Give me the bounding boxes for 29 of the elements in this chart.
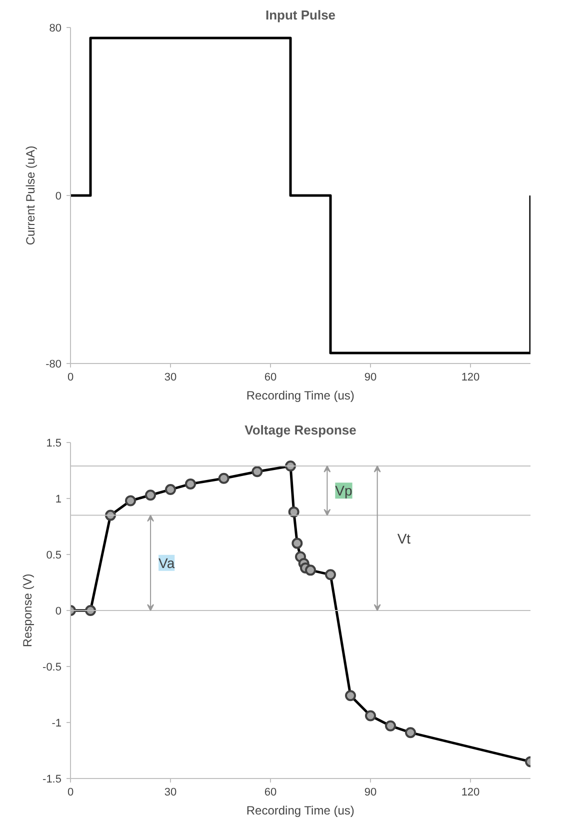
y-tick-label: 80 bbox=[49, 22, 62, 34]
x-tick-label: 60 bbox=[264, 372, 277, 384]
chart-title: Input Pulse bbox=[265, 8, 336, 22]
y-tick-label: 1 bbox=[55, 494, 62, 506]
x-axis-title: Recording Time (us) bbox=[246, 388, 354, 402]
y-tick-label: 1.5 bbox=[46, 438, 62, 450]
x-tick-label: 90 bbox=[364, 786, 377, 798]
y-axis-title: Current Pulse (uA) bbox=[24, 146, 38, 246]
y-axis-title: Response (V) bbox=[20, 574, 35, 648]
y-tick-label: 0 bbox=[55, 190, 62, 202]
x-tick-label: 30 bbox=[164, 372, 177, 384]
x-axis-title: Recording Time (us) bbox=[246, 804, 354, 818]
x-tick-label: 120 bbox=[461, 372, 480, 384]
chart-title: Voltage Response bbox=[244, 422, 356, 438]
x-tick-label: 120 bbox=[461, 786, 480, 798]
y-tick-label: 0 bbox=[55, 606, 62, 618]
y-tick-label: 0.5 bbox=[46, 550, 62, 562]
x-tick-label: 0 bbox=[67, 786, 74, 798]
y-tick-label: -80 bbox=[46, 358, 62, 370]
y-tick-label: -1 bbox=[52, 718, 62, 730]
annotation: Va bbox=[158, 554, 175, 571]
x-tick-label: 0 bbox=[67, 372, 74, 384]
y-tick-label: -1.5 bbox=[42, 774, 62, 786]
x-tick-label: 60 bbox=[264, 786, 277, 798]
x-tick-label: 30 bbox=[164, 786, 177, 798]
x-tick-label: 90 bbox=[364, 372, 377, 384]
annotation: Vp bbox=[335, 482, 353, 499]
y-tick-label: -0.5 bbox=[42, 662, 62, 674]
annotation: Vt bbox=[397, 530, 411, 546]
